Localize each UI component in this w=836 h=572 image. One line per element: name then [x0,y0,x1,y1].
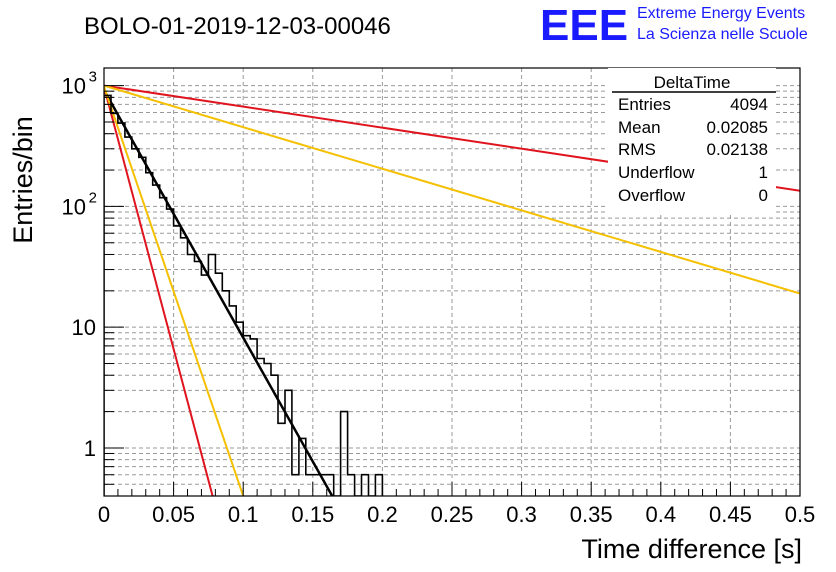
y-tick-label-text: 1 [84,436,96,461]
stats-row: Mean 0.02085 [618,118,768,137]
stats-row: Underflow 1 [618,163,768,182]
stats-row-value: 1 [759,163,768,182]
x-tick-label: 0.25 [431,502,474,527]
stats-row-label: Underflow [618,163,695,182]
y-tick-label: 10 3 [62,69,97,99]
x-tick-label: 0.05 [152,502,195,527]
x-axis-title: Time difference [s] [581,534,802,564]
eee-logo: EEE Extreme Energy Events La Scienza nel… [540,1,808,50]
stats-box-title: DeltaTime [654,73,731,92]
y-tick-label-exponent: 3 [89,69,97,86]
chart-title: BOLO-01-2019-12-03-00046 [84,13,391,40]
y-tick-label: 1 [84,436,96,461]
stats-row: Overflow 0 [618,186,768,205]
x-tick-label: 0.3 [506,502,537,527]
x-tick-label: 0.4 [646,502,677,527]
stats-row-label: Entries [618,95,671,114]
fit-curve [104,84,800,295]
y-tick-label: 10 [72,315,96,340]
stats-row-label: Overflow [618,186,686,205]
stats-box: DeltaTime Entries 4094 Mean 0.02085 RMS … [608,68,776,214]
fit-curve [104,89,334,496]
grid [104,68,800,497]
fit-curve [104,86,245,496]
x-tick-label: 0.5 [785,502,816,527]
histogram [104,94,384,496]
y-tick-label-base: 10 [62,194,86,219]
plot-frame [103,67,801,497]
stats-row-label: RMS [618,140,656,159]
stats-row-value: 4094 [730,95,768,114]
stats-row-value: 0.02085 [707,118,768,137]
x-tick-label: 0.35 [570,502,613,527]
y-tick-label-base: 10 [62,74,86,99]
stats-row-label: Mean [618,118,661,137]
eee-logo-line2: La Scienza nelle Scuole [637,26,808,43]
axes: 0 0.05 0.1 0.15 0.2 0.25 0.3 0.35 0.4 0.45 0.51101… [62,67,816,527]
stats-row: RMS 0.02138 [618,140,768,159]
eee-logo-line1: Extreme Energy Events [637,5,805,22]
x-tick-label: 0 [98,502,110,527]
y-axis-title: Entries/bin [8,116,38,244]
x-tick-label: 0.1 [228,502,259,527]
y-tick-label-text: 10 [72,315,96,340]
y-tick-label: 10 2 [62,189,97,219]
stats-row: Entries 4094 [618,95,768,114]
y-tick-label-exponent: 2 [89,189,97,206]
x-tick-label: 0.45 [709,502,752,527]
stats-row-value: 0 [759,186,768,205]
x-tick-label: 0.2 [367,502,398,527]
histogram-outline [104,94,384,496]
eee-logo-mark: EEE [540,1,628,50]
x-tick-label: 0.15 [291,502,334,527]
stats-row-value: 0.02138 [707,140,768,159]
fit-curve [104,86,214,496]
